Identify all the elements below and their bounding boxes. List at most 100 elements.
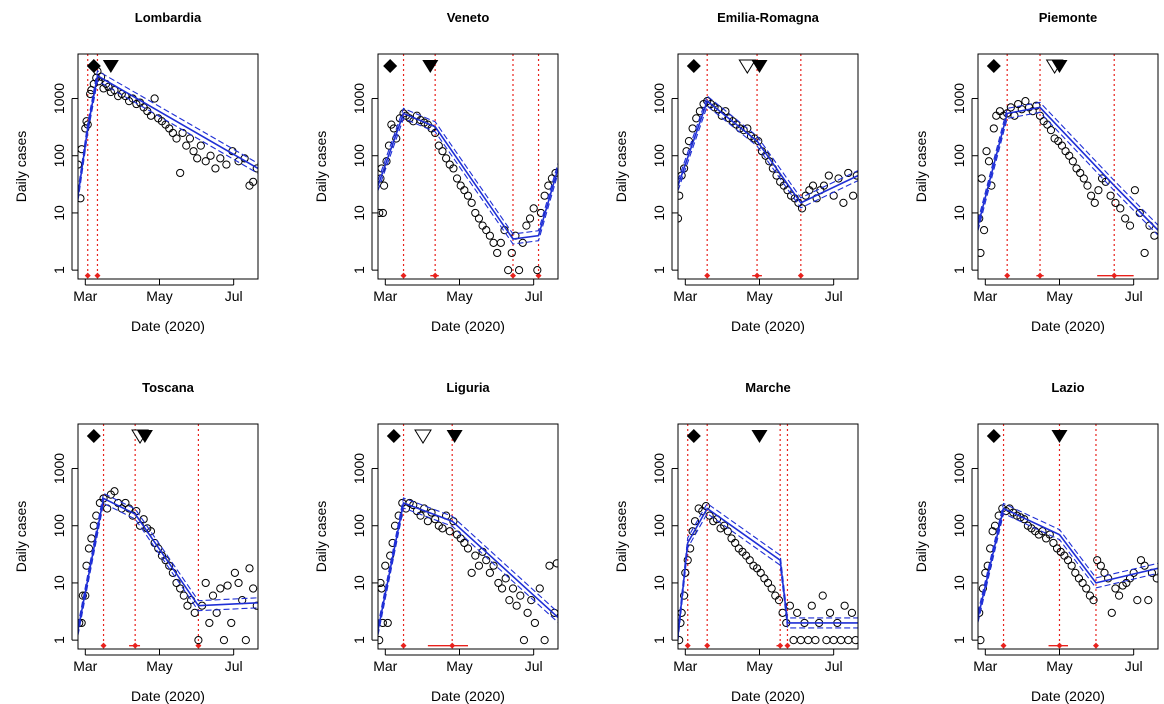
data-point — [132, 99, 141, 109]
data-point — [172, 134, 181, 143]
data-point — [533, 266, 542, 275]
data-point — [1140, 248, 1149, 258]
y-tick-label: 10 — [651, 205, 667, 221]
data-point — [1038, 527, 1047, 536]
data-point — [767, 584, 776, 593]
y-tick-label: 1000 — [651, 83, 667, 114]
data-point — [1093, 556, 1102, 565]
data-point — [474, 561, 484, 570]
breakpoint-marker — [449, 642, 456, 649]
fit-line — [678, 99, 858, 204]
x-tick-label: Mar — [373, 288, 397, 304]
data-point — [485, 568, 494, 577]
data-point — [1116, 204, 1125, 213]
y-axis-label: Daily cases — [613, 131, 629, 203]
breakpoint-marker — [784, 642, 791, 649]
data-point — [731, 538, 740, 548]
breakpoint-marker — [1037, 272, 1044, 279]
data-point — [110, 487, 119, 496]
data-point — [1063, 556, 1073, 565]
data-point — [523, 608, 532, 617]
y-axis-label: Daily cases — [913, 131, 929, 203]
data-point — [678, 191, 684, 200]
filled-triangle-marker — [1051, 430, 1068, 443]
data-point — [245, 564, 254, 573]
panel-title: Veneto — [447, 10, 490, 25]
x-tick-label: Jul — [225, 288, 243, 304]
data-point — [379, 181, 389, 190]
data-point — [1057, 141, 1067, 150]
data-point — [829, 636, 838, 645]
data-point — [688, 124, 697, 133]
x-tick-label: Jul — [1125, 658, 1143, 674]
data-point — [1144, 596, 1153, 605]
x-tick-label: May — [146, 658, 172, 674]
data-point — [1100, 568, 1109, 577]
data-point — [529, 204, 538, 213]
fit-band-lower — [678, 105, 858, 209]
data-point — [423, 517, 432, 526]
data-point — [150, 94, 159, 103]
data-point — [801, 191, 810, 200]
data-point — [216, 584, 225, 593]
data-point — [797, 204, 807, 213]
plot-frame — [977, 423, 1159, 650]
panel-title: Piemonte — [1039, 10, 1098, 25]
data-point — [501, 574, 510, 583]
data-point — [756, 568, 765, 577]
fit-line — [978, 507, 1158, 618]
y-tick-label: 100 — [351, 144, 367, 168]
data-point — [979, 226, 989, 235]
plot-area — [678, 424, 858, 649]
data-point — [1076, 168, 1085, 178]
breakpoint-marker — [195, 642, 202, 649]
data-point — [146, 111, 156, 120]
plot-area — [678, 54, 858, 279]
breakpoint-marker — [1004, 272, 1011, 279]
data-point — [990, 521, 1000, 530]
x-axis-label: Date (2020) — [731, 318, 805, 334]
y-tick-label: 1000 — [51, 83, 67, 114]
data-point — [460, 538, 469, 548]
fit-line — [378, 112, 558, 240]
x-axis-label: Date (2020) — [431, 688, 505, 704]
data-point — [507, 248, 516, 258]
open-triangle-marker — [414, 429, 432, 444]
data-point — [771, 591, 780, 600]
data-point — [1114, 591, 1124, 600]
data-point — [234, 578, 243, 588]
fit-band-lower — [378, 117, 558, 245]
data-point — [189, 147, 198, 156]
data-point — [227, 618, 236, 628]
x-tick-label: Mar — [73, 658, 97, 674]
x-tick-label: May — [746, 658, 772, 674]
data-point — [190, 608, 199, 617]
fit-band-upper — [978, 101, 1158, 226]
fit-band-lower — [978, 111, 1158, 236]
data-point — [161, 556, 170, 565]
data-point — [456, 181, 465, 190]
data-point — [460, 186, 469, 195]
data-point — [485, 231, 494, 240]
y-axis-label: Daily cases — [13, 131, 29, 203]
x-tick-label: Mar — [373, 658, 397, 674]
data-point — [489, 561, 498, 570]
plot-area — [378, 54, 558, 279]
y-tick-label: 100 — [351, 514, 367, 538]
y-tick-label: 1000 — [51, 453, 67, 484]
data-point — [978, 248, 985, 258]
data-point — [760, 574, 769, 583]
data-point — [183, 601, 192, 610]
panel-title: Marche — [745, 380, 791, 395]
data-point — [467, 198, 476, 207]
fit-line — [678, 507, 858, 636]
data-point — [678, 636, 684, 645]
fit-band-lower — [378, 507, 558, 636]
data-point — [512, 601, 521, 610]
breakpoint-marker — [684, 642, 691, 649]
data-point — [1079, 174, 1088, 183]
data-point — [989, 124, 998, 133]
data-point — [1121, 214, 1130, 223]
x-axis-label: Date (2020) — [431, 318, 505, 334]
data-point — [139, 515, 148, 524]
